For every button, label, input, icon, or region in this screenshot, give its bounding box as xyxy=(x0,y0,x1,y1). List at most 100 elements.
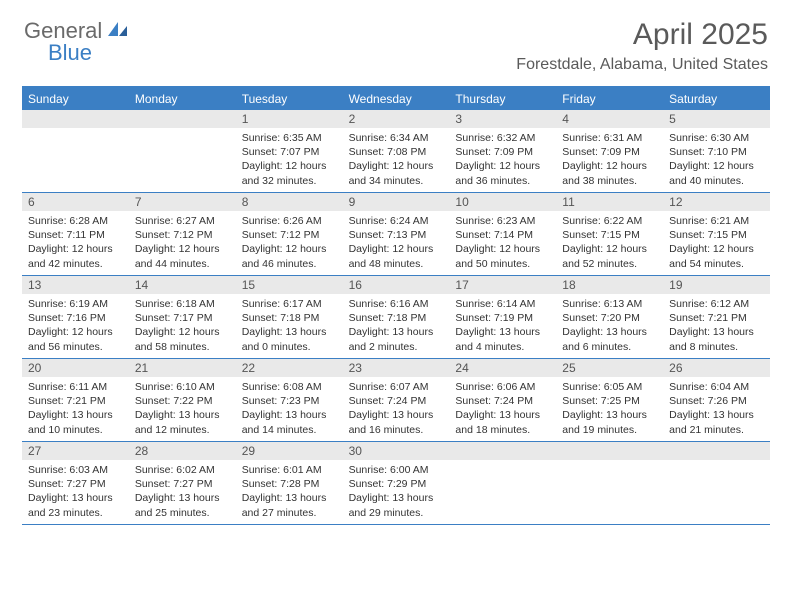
empty-day-header xyxy=(129,110,236,128)
dow-saturday: Saturday xyxy=(663,88,770,110)
sunrise-line: Sunrise: 6:04 AM xyxy=(669,380,764,394)
day-number: 3 xyxy=(449,110,556,128)
daylight-line: Daylight: 12 hours and 48 minutes. xyxy=(349,242,444,270)
day-number: 29 xyxy=(236,442,343,460)
day-cell: 21Sunrise: 6:10 AMSunset: 7:22 PMDayligh… xyxy=(129,359,236,441)
day-cell: 20Sunrise: 6:11 AMSunset: 7:21 PMDayligh… xyxy=(22,359,129,441)
day-number: 24 xyxy=(449,359,556,377)
empty-day-cell xyxy=(663,442,770,524)
sunset-line: Sunset: 7:15 PM xyxy=(562,228,657,242)
daylight-line: Daylight: 13 hours and 25 minutes. xyxy=(135,491,230,519)
day-cell: 27Sunrise: 6:03 AMSunset: 7:27 PMDayligh… xyxy=(22,442,129,524)
daylight-line: Daylight: 13 hours and 10 minutes. xyxy=(28,408,123,436)
daylight-line: Daylight: 13 hours and 12 minutes. xyxy=(135,408,230,436)
empty-day-cell xyxy=(556,442,663,524)
week-row: 6Sunrise: 6:28 AMSunset: 7:11 PMDaylight… xyxy=(22,193,770,276)
day-details: Sunrise: 6:18 AMSunset: 7:17 PMDaylight:… xyxy=(129,294,236,358)
sunrise-line: Sunrise: 6:28 AM xyxy=(28,214,123,228)
day-number: 8 xyxy=(236,193,343,211)
day-number: 30 xyxy=(343,442,450,460)
sunrise-line: Sunrise: 6:10 AM xyxy=(135,380,230,394)
sunset-line: Sunset: 7:24 PM xyxy=(349,394,444,408)
daylight-line: Daylight: 13 hours and 21 minutes. xyxy=(669,408,764,436)
daylight-line: Daylight: 12 hours and 50 minutes. xyxy=(455,242,550,270)
dow-tuesday: Tuesday xyxy=(236,88,343,110)
sunrise-line: Sunrise: 6:31 AM xyxy=(562,131,657,145)
page-title: April 2025 xyxy=(516,18,768,52)
day-details: Sunrise: 6:26 AMSunset: 7:12 PMDaylight:… xyxy=(236,211,343,275)
day-cell: 29Sunrise: 6:01 AMSunset: 7:28 PMDayligh… xyxy=(236,442,343,524)
day-details: Sunrise: 6:11 AMSunset: 7:21 PMDaylight:… xyxy=(22,377,129,441)
day-number: 5 xyxy=(663,110,770,128)
logo-sail-icon xyxy=(107,20,129,43)
day-number: 13 xyxy=(22,276,129,294)
daylight-line: Daylight: 12 hours and 36 minutes. xyxy=(455,159,550,187)
day-number: 7 xyxy=(129,193,236,211)
sunset-line: Sunset: 7:08 PM xyxy=(349,145,444,159)
sunset-line: Sunset: 7:27 PM xyxy=(135,477,230,491)
day-details: Sunrise: 6:28 AMSunset: 7:11 PMDaylight:… xyxy=(22,211,129,275)
sunset-line: Sunset: 7:12 PM xyxy=(135,228,230,242)
day-cell: 7Sunrise: 6:27 AMSunset: 7:12 PMDaylight… xyxy=(129,193,236,275)
empty-day-header xyxy=(556,442,663,460)
sunset-line: Sunset: 7:07 PM xyxy=(242,145,337,159)
sunset-line: Sunset: 7:15 PM xyxy=(669,228,764,242)
sunset-line: Sunset: 7:23 PM xyxy=(242,394,337,408)
logo-text-blue: Blue xyxy=(48,40,92,66)
dow-wednesday: Wednesday xyxy=(343,88,450,110)
day-number: 1 xyxy=(236,110,343,128)
daylight-line: Daylight: 12 hours and 40 minutes. xyxy=(669,159,764,187)
dow-header-row: Sunday Monday Tuesday Wednesday Thursday… xyxy=(22,88,770,110)
sunrise-line: Sunrise: 6:03 AM xyxy=(28,463,123,477)
day-details: Sunrise: 6:14 AMSunset: 7:19 PMDaylight:… xyxy=(449,294,556,358)
day-details: Sunrise: 6:24 AMSunset: 7:13 PMDaylight:… xyxy=(343,211,450,275)
day-number: 19 xyxy=(663,276,770,294)
day-cell: 14Sunrise: 6:18 AMSunset: 7:17 PMDayligh… xyxy=(129,276,236,358)
day-details: Sunrise: 6:21 AMSunset: 7:15 PMDaylight:… xyxy=(663,211,770,275)
day-cell: 13Sunrise: 6:19 AMSunset: 7:16 PMDayligh… xyxy=(22,276,129,358)
daylight-line: Daylight: 12 hours and 42 minutes. xyxy=(28,242,123,270)
sunrise-line: Sunrise: 6:11 AM xyxy=(28,380,123,394)
day-details: Sunrise: 6:05 AMSunset: 7:25 PMDaylight:… xyxy=(556,377,663,441)
day-cell: 12Sunrise: 6:21 AMSunset: 7:15 PMDayligh… xyxy=(663,193,770,275)
sunset-line: Sunset: 7:21 PM xyxy=(669,311,764,325)
sunset-line: Sunset: 7:18 PM xyxy=(242,311,337,325)
day-cell: 2Sunrise: 6:34 AMSunset: 7:08 PMDaylight… xyxy=(343,110,450,192)
day-details: Sunrise: 6:30 AMSunset: 7:10 PMDaylight:… xyxy=(663,128,770,192)
daylight-line: Daylight: 12 hours and 34 minutes. xyxy=(349,159,444,187)
day-number: 28 xyxy=(129,442,236,460)
dow-friday: Friday xyxy=(556,88,663,110)
day-number: 26 xyxy=(663,359,770,377)
daylight-line: Daylight: 13 hours and 4 minutes. xyxy=(455,325,550,353)
day-details: Sunrise: 6:00 AMSunset: 7:29 PMDaylight:… xyxy=(343,460,450,524)
day-cell: 8Sunrise: 6:26 AMSunset: 7:12 PMDaylight… xyxy=(236,193,343,275)
day-cell: 3Sunrise: 6:32 AMSunset: 7:09 PMDaylight… xyxy=(449,110,556,192)
day-cell: 6Sunrise: 6:28 AMSunset: 7:11 PMDaylight… xyxy=(22,193,129,275)
sunrise-line: Sunrise: 6:21 AM xyxy=(669,214,764,228)
daylight-line: Daylight: 13 hours and 14 minutes. xyxy=(242,408,337,436)
day-cell: 17Sunrise: 6:14 AMSunset: 7:19 PMDayligh… xyxy=(449,276,556,358)
sunset-line: Sunset: 7:12 PM xyxy=(242,228,337,242)
day-cell: 16Sunrise: 6:16 AMSunset: 7:18 PMDayligh… xyxy=(343,276,450,358)
day-number: 21 xyxy=(129,359,236,377)
sunset-line: Sunset: 7:14 PM xyxy=(455,228,550,242)
sunrise-line: Sunrise: 6:27 AM xyxy=(135,214,230,228)
day-cell: 11Sunrise: 6:22 AMSunset: 7:15 PMDayligh… xyxy=(556,193,663,275)
day-cell: 23Sunrise: 6:07 AMSunset: 7:24 PMDayligh… xyxy=(343,359,450,441)
day-details: Sunrise: 6:13 AMSunset: 7:20 PMDaylight:… xyxy=(556,294,663,358)
day-number: 23 xyxy=(343,359,450,377)
day-details: Sunrise: 6:27 AMSunset: 7:12 PMDaylight:… xyxy=(129,211,236,275)
sunset-line: Sunset: 7:09 PM xyxy=(455,145,550,159)
day-number: 17 xyxy=(449,276,556,294)
day-details: Sunrise: 6:04 AMSunset: 7:26 PMDaylight:… xyxy=(663,377,770,441)
sunset-line: Sunset: 7:21 PM xyxy=(28,394,123,408)
day-details: Sunrise: 6:16 AMSunset: 7:18 PMDaylight:… xyxy=(343,294,450,358)
day-cell: 19Sunrise: 6:12 AMSunset: 7:21 PMDayligh… xyxy=(663,276,770,358)
day-details: Sunrise: 6:35 AMSunset: 7:07 PMDaylight:… xyxy=(236,128,343,192)
day-number: 25 xyxy=(556,359,663,377)
day-cell: 28Sunrise: 6:02 AMSunset: 7:27 PMDayligh… xyxy=(129,442,236,524)
sunrise-line: Sunrise: 6:26 AM xyxy=(242,214,337,228)
sunset-line: Sunset: 7:13 PM xyxy=(349,228,444,242)
day-number: 10 xyxy=(449,193,556,211)
week-row: 1Sunrise: 6:35 AMSunset: 7:07 PMDaylight… xyxy=(22,110,770,193)
